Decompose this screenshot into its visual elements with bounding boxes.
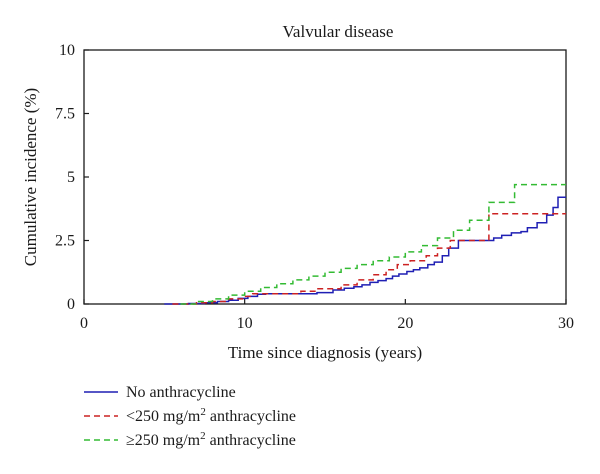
x-tick-label: 0 [80, 315, 88, 332]
legend: No anthracycline <250 mg/m2 anthracycline… [84, 384, 296, 449]
series-line-250-mg-m-anthracycline [180, 183, 566, 305]
legend-label: ≥250 mg/m2 anthracycline [126, 430, 296, 449]
y-axis: 0 2.5 5 7.5 10 [55, 42, 89, 313]
x-tick-label: 20 [397, 315, 413, 332]
y-tick-label: 2.5 [55, 233, 75, 250]
plot-frame [83, 49, 567, 305]
legend-label: <250 mg/m2 anthracycline [126, 406, 296, 425]
legend-label: No anthracycline [126, 384, 236, 401]
y-tick-label: 0 [67, 296, 75, 313]
y-tick-label: 10 [59, 42, 75, 59]
x-tick-label: 10 [237, 315, 253, 332]
x-tick-label: 30 [558, 315, 574, 332]
y-tick-label: 5 [67, 169, 75, 186]
series-layer [164, 183, 566, 305]
chart-title: Valvular disease [283, 22, 394, 41]
x-axis-label: Time since diagnosis (years) [228, 343, 422, 362]
y-axis-label: Cumulative incidence (%) [21, 88, 40, 266]
series-line-250-mg-m-anthracycline [172, 213, 566, 305]
y-tick-label: 7.5 [55, 106, 75, 123]
x-axis: 0 10 20 30 [80, 299, 574, 332]
